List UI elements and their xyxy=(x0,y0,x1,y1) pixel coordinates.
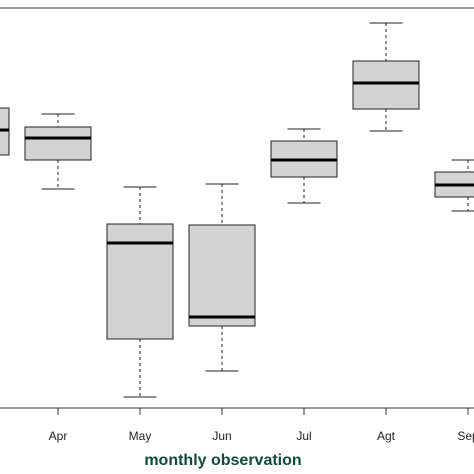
box xyxy=(352,60,420,110)
x-tick-label: Jun xyxy=(212,429,231,443)
x-tick-label: Sep xyxy=(457,429,474,443)
x-tick-label: Agt xyxy=(377,429,396,443)
x-axis-label: monthly observation xyxy=(144,452,301,469)
x-tick-label: May xyxy=(129,429,152,443)
box xyxy=(106,223,174,340)
box xyxy=(24,126,92,161)
box xyxy=(188,224,256,327)
x-tick-label: Jul xyxy=(296,429,311,443)
x-tick-label: Apr xyxy=(49,429,68,443)
